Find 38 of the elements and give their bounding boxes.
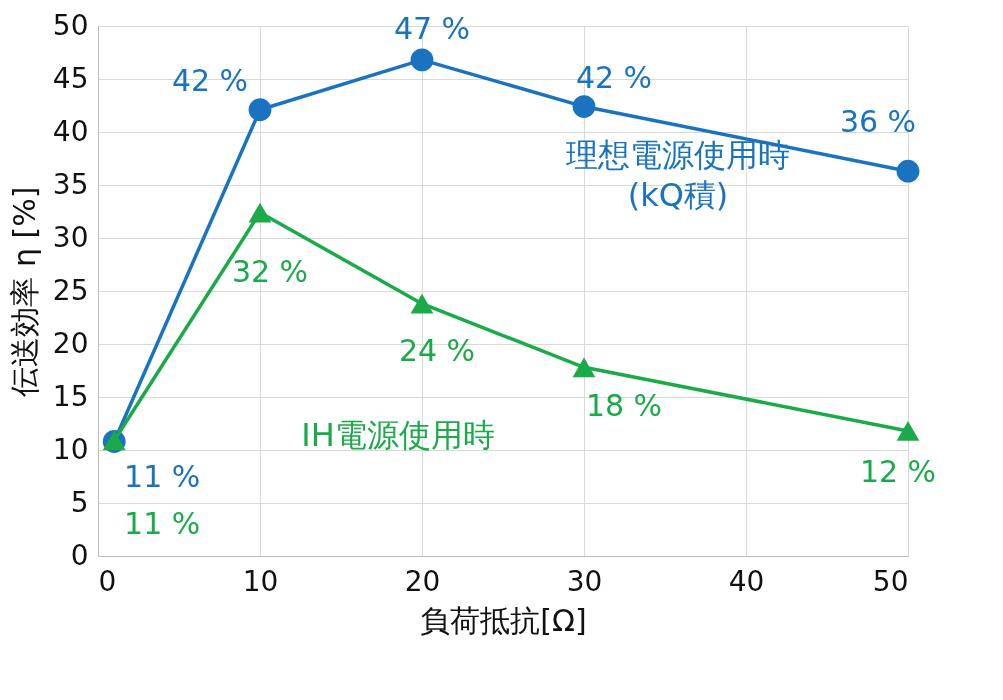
data-label: 36 % <box>839 104 917 140</box>
point <box>896 421 920 441</box>
point <box>896 159 920 183</box>
y-tick-label: 40 <box>52 114 89 148</box>
point <box>248 98 272 122</box>
x-tick-label: 10 <box>242 564 279 598</box>
y-tick-label: 30 <box>52 220 89 254</box>
y-tick-label: 25 <box>52 273 89 307</box>
y-tick-label: 5 <box>70 485 89 519</box>
data-label: 24 % <box>398 332 476 368</box>
data-label: 18 % <box>585 388 663 424</box>
x-tick-label: 30 <box>566 564 603 598</box>
x-tick-label: 50 <box>872 564 909 598</box>
y-axis-title: 伝送効率 η [%] <box>6 186 42 397</box>
data-label: 42 % <box>171 62 249 98</box>
y-tick-label: 0 <box>70 538 89 572</box>
x-tick-label: 40 <box>728 564 765 598</box>
y-tick-label: 35 <box>52 167 89 201</box>
y-tick-label: 15 <box>52 379 89 413</box>
x-axis-title: 負荷抵抗[Ω] <box>420 602 587 638</box>
point <box>572 357 596 378</box>
y-tick-label: 45 <box>52 61 89 95</box>
data-label: 11 % <box>124 506 201 542</box>
data-label: 47 % <box>393 10 471 46</box>
data-label: 32 % <box>231 253 309 289</box>
text: IH電源使用時 <box>301 416 495 454</box>
x-tick-label: 0 <box>98 564 117 598</box>
y-tick-label: 50 <box>52 8 89 42</box>
point <box>410 293 434 314</box>
point <box>248 202 272 223</box>
data-label: 42 % <box>575 59 653 95</box>
point <box>572 95 596 118</box>
x-tick-label: 20 <box>404 564 441 598</box>
data-label: 11 % <box>124 458 201 494</box>
y-tick-label: 10 <box>52 432 89 466</box>
point <box>410 48 434 72</box>
data-label: 12 % <box>859 453 937 489</box>
y-tick-label: 20 <box>52 326 89 360</box>
